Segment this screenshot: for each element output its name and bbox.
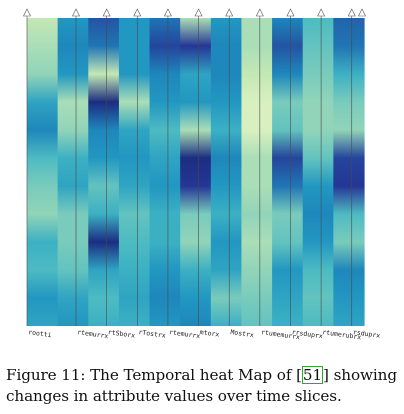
caption-text-before: Figure 11: The Temporal heat Map of [ <box>6 366 302 384</box>
column-label: mtorx <box>199 328 220 339</box>
heatmap-column-6 <box>210 18 243 326</box>
column-label: rTostrx <box>138 328 166 340</box>
heatmap-column-8 <box>272 18 304 326</box>
heatmap-column-9 <box>302 18 334 326</box>
heatmap-column-4 <box>149 18 181 326</box>
axis-marker-icon[interactable] <box>255 8 264 17</box>
axis-marker-icon[interactable] <box>102 8 111 17</box>
axis-marker-icon[interactable] <box>225 8 234 17</box>
column-label: Mostrx <box>230 328 254 339</box>
axis-marker-icon[interactable] <box>194 8 203 17</box>
heatmap-column-0 <box>27 18 59 326</box>
heatmap-column-5 <box>180 18 212 326</box>
axis-marker-icon[interactable] <box>133 8 142 17</box>
heatmap-column-10 <box>333 18 365 326</box>
column-label: rtSborx <box>107 328 135 340</box>
axis-marker-icon[interactable] <box>72 8 81 17</box>
axis-marker-icon[interactable] <box>286 8 295 17</box>
column-label: rsduprx <box>352 328 380 340</box>
axis-marker-icon[interactable] <box>317 8 326 17</box>
axis-marker-icon[interactable] <box>347 8 356 17</box>
heatmap-column-7 <box>241 18 273 326</box>
caption-text-after: ] showing changes in attribute values ov… <box>6 366 397 405</box>
column-label: rootti <box>28 328 52 339</box>
axis-marker-icon[interactable] <box>23 8 31 17</box>
heatmap-column-2 <box>88 18 120 326</box>
axis-marker-icon[interactable] <box>163 8 172 17</box>
column-label: rtemurrx <box>169 328 201 340</box>
heatmap-column-1 <box>57 18 89 326</box>
figure-caption: Figure 11: The Temporal heat Map of [51]… <box>6 365 398 407</box>
column-label: rtemurrx <box>77 328 109 340</box>
heatmap-column-3 <box>118 18 151 326</box>
citation-link[interactable]: 51 <box>301 366 324 384</box>
axis-marker-icon[interactable] <box>358 8 366 17</box>
